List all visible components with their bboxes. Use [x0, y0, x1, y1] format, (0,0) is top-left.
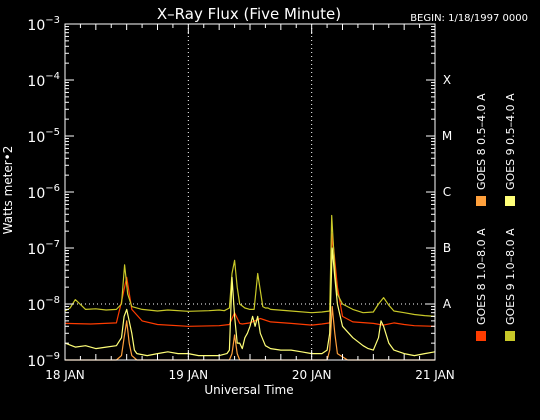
legend-label: GOES 8 0.5–4.0 A: [475, 93, 488, 190]
flare-class-a: A: [443, 297, 452, 311]
grid-lines: [65, 24, 435, 360]
x-axis-ticks: 18 JAN 19 JAN 20 JAN 21 JAN: [45, 24, 455, 382]
series-line-4: [64, 247, 436, 357]
y-tick-label: 10−9: [27, 351, 60, 370]
flare-class-b: B: [443, 241, 451, 255]
flare-class-m: M: [442, 129, 452, 143]
legend-label: GOES 9 0.5–4.0 A: [504, 93, 517, 190]
series-line-3: [64, 214, 436, 317]
legend-label: GOES 8 1.0–8.0 A: [475, 228, 488, 325]
flare-class-c: C: [443, 185, 451, 199]
y-tick-label: 10−7: [27, 239, 60, 258]
legend-swatch: [505, 196, 515, 206]
y-tick-label: 10−8: [27, 295, 60, 314]
legend-label: GOES 9 1.0–8.0 A: [504, 228, 517, 325]
x-tick-label: 20 JAN: [292, 368, 332, 382]
x-tick-label: 21 JAN: [415, 368, 455, 382]
legend-swatch: [476, 331, 486, 341]
flare-class-x: X: [443, 73, 451, 87]
flare-class-labels: X M C B A: [442, 73, 452, 311]
y-axis-label: Watts meter•2: [1, 146, 15, 235]
legend-swatch: [505, 331, 515, 341]
begin-label: BEGIN: 1/18/1997 0000: [410, 13, 528, 24]
series-layer: [64, 214, 436, 361]
y-tick-label: 10−4: [27, 71, 60, 90]
y-tick-label: 10−6: [27, 183, 60, 202]
x-tick-label: 19 JAN: [169, 368, 209, 382]
x-axis-label: Universal Time: [204, 383, 293, 397]
x-tick-label: 18 JAN: [45, 368, 85, 382]
series-line-2: [65, 306, 435, 361]
series-line-1: [64, 233, 436, 327]
y-tick-label: 10−5: [27, 127, 60, 146]
legend-swatch: [476, 196, 486, 206]
y-axis-ticks: 10−9 10−8 10−7 10−6 10−5 10−4 10−3: [27, 15, 435, 370]
y-tick-label: 10−3: [27, 15, 60, 34]
legend: GOES 8 1.0–8.0 A GOES 8 0.5–4.0 A GOES 9 1…: [475, 93, 517, 341]
chart-title: X–Ray Flux (Five Minute): [157, 5, 341, 23]
